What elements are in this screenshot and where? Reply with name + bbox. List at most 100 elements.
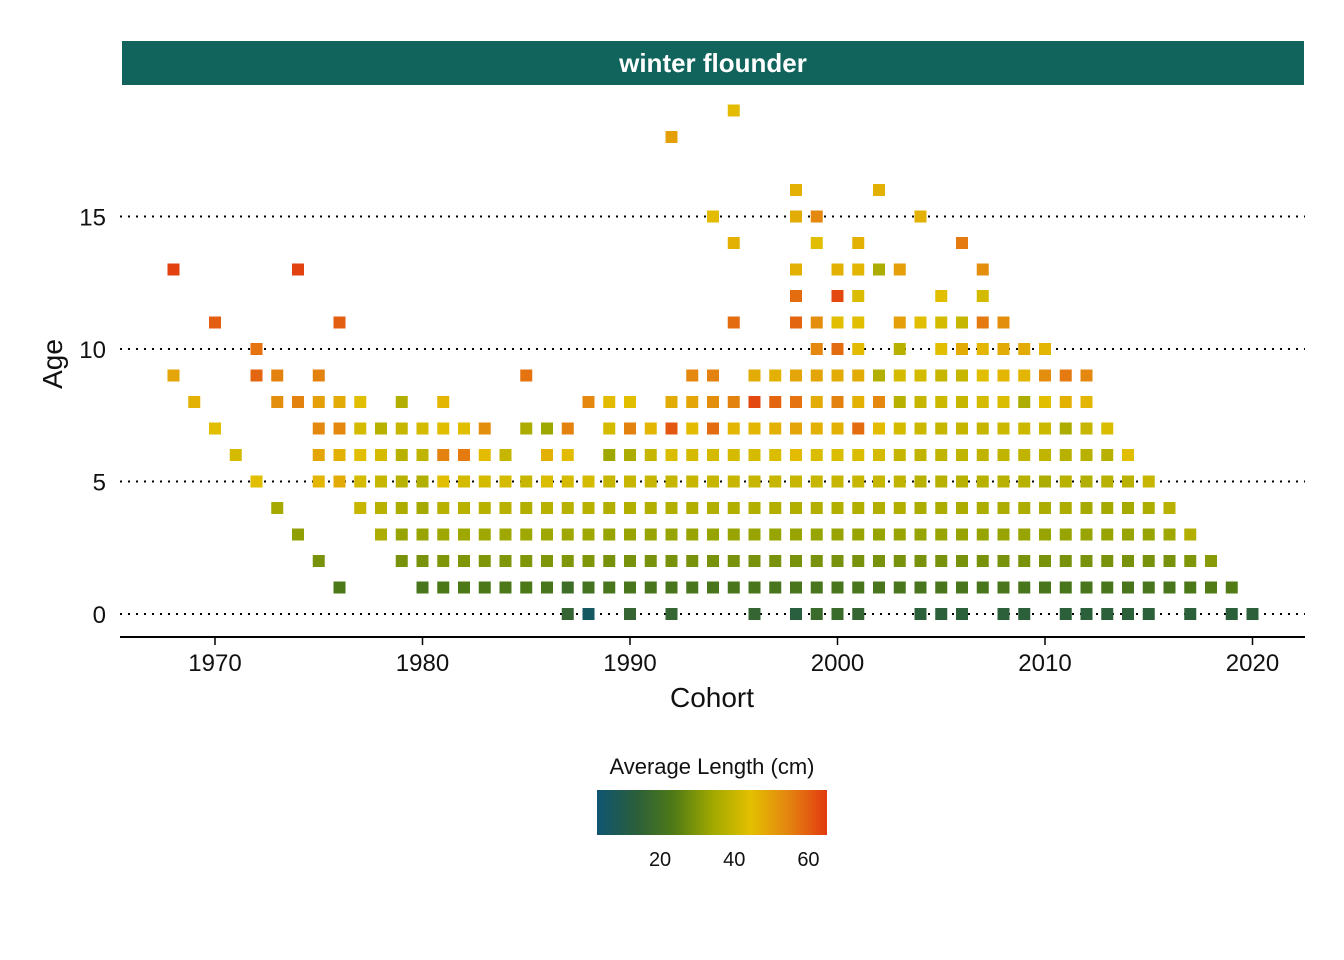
data-point — [956, 555, 968, 567]
data-point — [873, 581, 885, 594]
data-point — [935, 608, 948, 620]
data-point — [665, 555, 678, 567]
data-point — [769, 449, 782, 461]
data-point — [935, 290, 948, 302]
data-point — [893, 369, 906, 382]
data-point — [831, 290, 844, 302]
data-point — [790, 396, 802, 408]
data-point — [333, 449, 346, 461]
data-point — [1122, 555, 1134, 567]
data-point — [769, 422, 782, 435]
data-point — [665, 449, 678, 461]
data-point — [395, 475, 408, 488]
data-point — [375, 502, 387, 514]
data-point — [914, 369, 927, 382]
data-point — [1101, 422, 1114, 435]
data-point — [499, 555, 512, 567]
data-point — [354, 449, 367, 461]
data-point — [209, 422, 221, 435]
data-point — [603, 528, 616, 541]
data-point — [810, 237, 823, 249]
data-point — [1080, 502, 1093, 514]
data-point — [354, 475, 367, 488]
data-point — [1039, 475, 1051, 488]
data-point — [976, 316, 989, 329]
data-point — [312, 396, 325, 408]
data-point — [1039, 528, 1051, 541]
data-point — [810, 449, 823, 461]
data-point — [686, 528, 699, 541]
data-point — [229, 449, 242, 461]
data-point — [499, 528, 512, 541]
data-point — [665, 475, 678, 488]
data-point — [997, 449, 1010, 461]
data-point — [1080, 555, 1093, 567]
data-point — [727, 237, 740, 249]
data-point — [831, 528, 844, 541]
data-point — [333, 396, 346, 408]
data-point — [769, 475, 782, 488]
data-point — [1163, 581, 1176, 594]
data-point — [852, 449, 865, 461]
data-point — [624, 608, 636, 620]
data-point — [997, 422, 1010, 435]
colorbar-tick-label: 20 — [649, 849, 671, 871]
data-point — [250, 475, 263, 488]
data-point — [997, 581, 1010, 594]
data-point — [624, 555, 636, 567]
data-point — [852, 475, 865, 488]
data-point — [727, 475, 740, 488]
data-point — [790, 555, 802, 567]
data-point — [707, 475, 719, 488]
data-point — [395, 502, 408, 514]
data-point — [852, 396, 865, 408]
data-point — [541, 581, 553, 594]
data-point — [935, 369, 948, 382]
data-point — [1018, 608, 1031, 620]
data-point — [831, 608, 844, 620]
data-point — [478, 449, 491, 461]
data-point — [748, 608, 761, 620]
data-point — [769, 396, 782, 408]
data-point — [997, 316, 1010, 329]
data-point — [914, 422, 927, 435]
gridlines — [120, 215, 1305, 615]
data-point — [748, 475, 761, 488]
data-point — [790, 290, 802, 302]
x-tick-label: 2010 — [1018, 650, 1071, 677]
data-point — [1163, 502, 1176, 514]
data-point — [976, 555, 989, 567]
data-point — [893, 449, 906, 461]
data-point — [956, 369, 968, 382]
data-point — [831, 449, 844, 461]
x-tick-label: 1980 — [396, 650, 449, 677]
data-point — [624, 528, 636, 541]
data-point — [561, 608, 574, 620]
data-point — [810, 608, 823, 620]
data-point — [852, 290, 865, 302]
data-point — [541, 475, 553, 488]
data-point — [707, 210, 719, 223]
data-point — [1039, 449, 1051, 461]
data-point — [624, 396, 636, 408]
data-point — [935, 396, 948, 408]
data-point — [810, 581, 823, 594]
data-point — [416, 581, 429, 594]
data-point — [458, 528, 470, 541]
data-point — [852, 237, 865, 249]
data-point — [1039, 396, 1051, 408]
data-point — [873, 263, 885, 276]
data-point — [582, 528, 595, 541]
data-point — [375, 422, 387, 435]
data-point — [935, 449, 948, 461]
data-point — [1059, 449, 1072, 461]
data-point — [956, 422, 968, 435]
data-point — [935, 555, 948, 567]
data-point — [686, 581, 699, 594]
data-point — [624, 449, 636, 461]
data-point — [873, 502, 885, 514]
data-point — [727, 316, 740, 329]
data-point — [582, 475, 595, 488]
data-point — [1059, 528, 1072, 541]
